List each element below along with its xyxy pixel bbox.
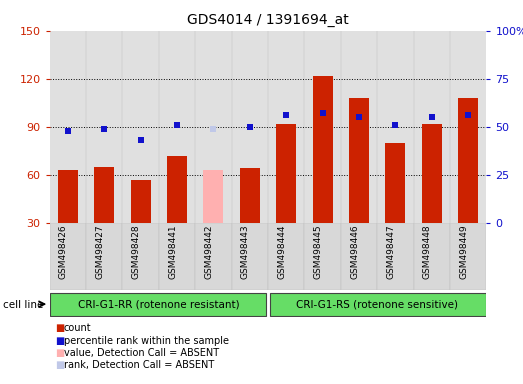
Bar [50,223,86,290]
Text: ■: ■ [55,323,64,333]
Bar [458,98,478,223]
Bar [232,223,268,290]
Text: GSM498427: GSM498427 [95,225,104,280]
Text: GSM498446: GSM498446 [350,225,359,280]
Bar [385,143,405,223]
Text: GSM498443: GSM498443 [241,225,250,280]
Bar [122,223,159,290]
Text: GSM498445: GSM498445 [314,225,323,280]
Text: CRI-G1-RS (rotenone sensitive): CRI-G1-RS (rotenone sensitive) [296,299,458,310]
Bar [240,168,260,223]
Bar [304,223,341,290]
Bar [341,223,377,290]
Bar [159,223,195,290]
Bar [422,124,442,223]
Bar [50,293,266,316]
Text: GSM498448: GSM498448 [423,225,432,280]
Title: GDS4014 / 1391694_at: GDS4014 / 1391694_at [187,13,349,27]
Text: percentile rank within the sample: percentile rank within the sample [64,336,229,346]
Bar [377,223,414,290]
Bar [414,223,450,290]
Bar [276,124,296,223]
Bar [203,170,223,223]
Text: ■: ■ [55,336,64,346]
Text: value, Detection Call = ABSENT: value, Detection Call = ABSENT [64,348,219,358]
Bar [270,293,486,316]
Bar [313,76,333,223]
Bar [131,180,151,223]
Bar [86,223,122,290]
Bar [58,170,78,223]
Text: GSM498441: GSM498441 [168,225,177,280]
Bar [195,223,232,290]
Bar [167,156,187,223]
Text: CRI-G1-RR (rotenone resistant): CRI-G1-RR (rotenone resistant) [78,299,240,310]
Text: GSM498442: GSM498442 [204,225,213,279]
Bar [268,223,304,290]
Text: cell line: cell line [3,300,43,310]
Bar [94,167,115,223]
Text: GSM498449: GSM498449 [459,225,468,280]
Bar [349,98,369,223]
Text: count: count [64,323,92,333]
Text: GSM498426: GSM498426 [59,225,68,280]
Text: rank, Detection Call = ABSENT: rank, Detection Call = ABSENT [64,360,214,370]
Text: GSM498444: GSM498444 [277,225,286,279]
Text: GSM498428: GSM498428 [132,225,141,280]
Text: ■: ■ [55,348,64,358]
Text: ■: ■ [55,360,64,370]
Bar [450,223,486,290]
Text: GSM498447: GSM498447 [386,225,395,280]
